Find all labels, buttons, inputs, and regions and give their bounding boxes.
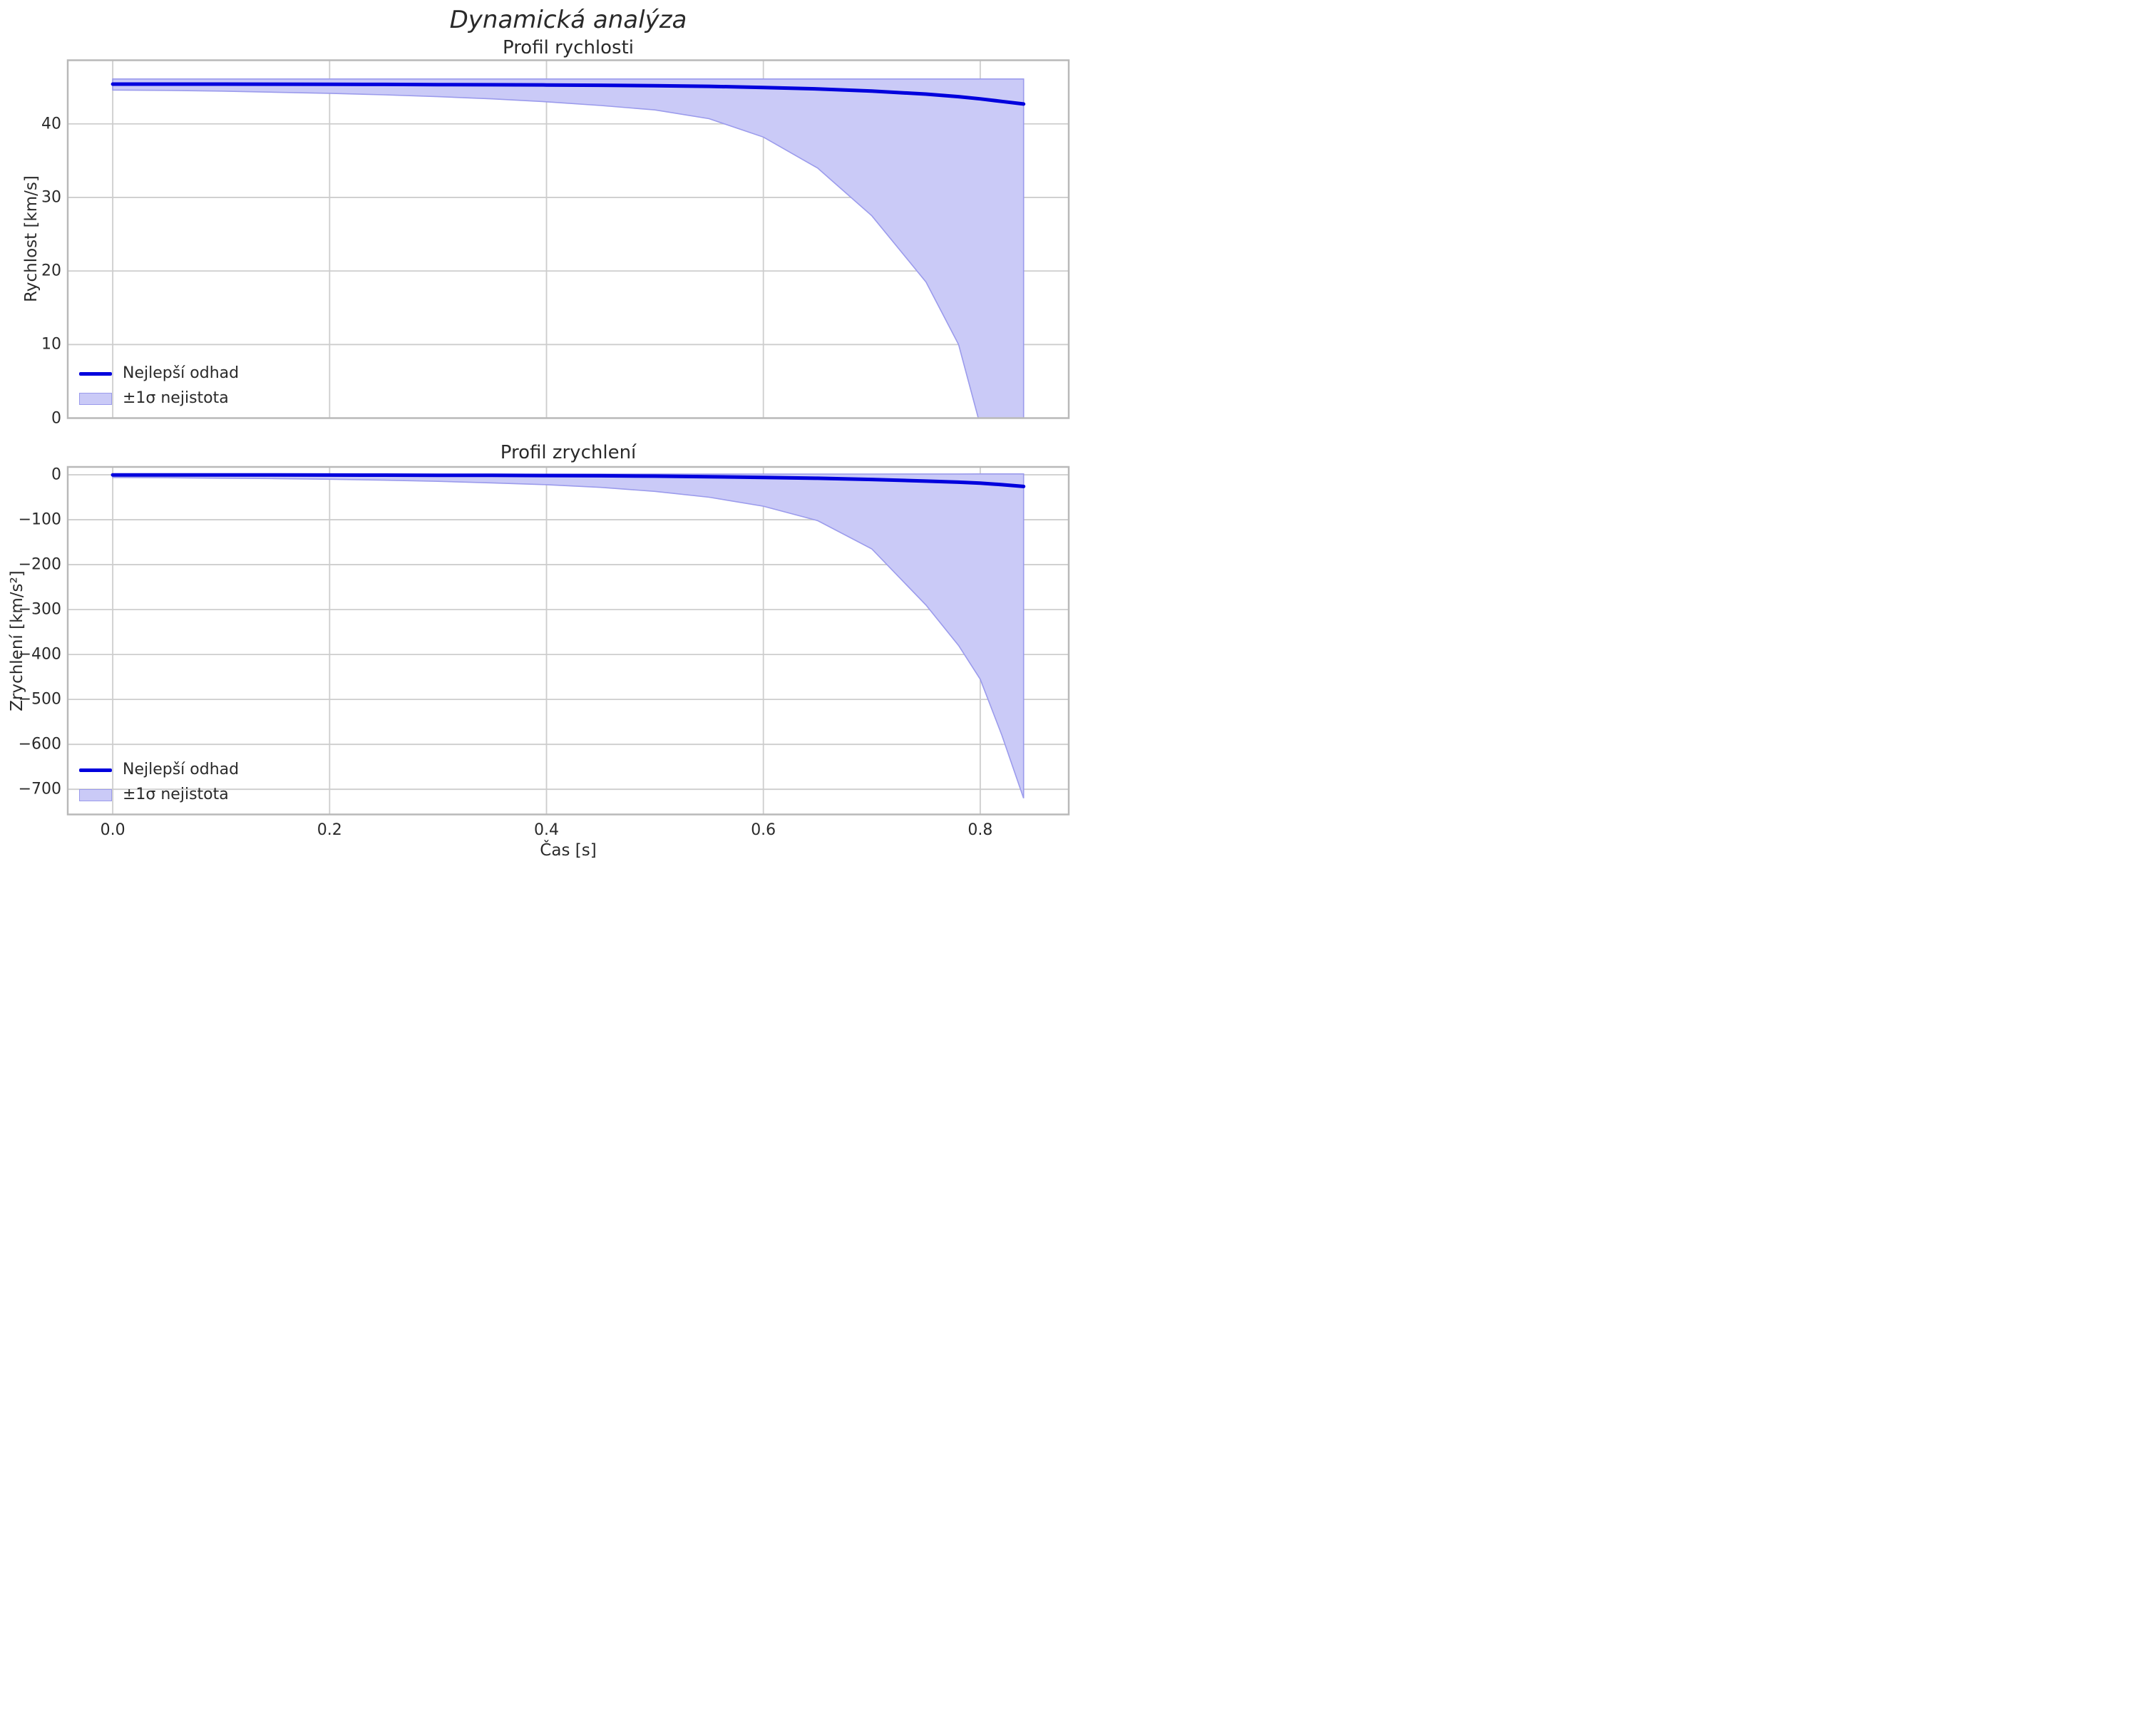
figure-canvas: Dynamická analýza Profil rychlosti Profi…	[0, 0, 1078, 864]
best-estimate-line	[111, 82, 1026, 106]
x-tick-label: 0.0	[100, 821, 125, 839]
legend-item-best-estimate: Nejlepší odhad	[79, 364, 239, 383]
line-swatch-icon	[79, 768, 112, 772]
y-tick-label: −700	[18, 780, 61, 798]
y-tick-label: 30	[41, 188, 61, 207]
y-tick-label: 0	[51, 466, 61, 484]
axes-spines	[66, 466, 1070, 816]
x-tick-label: 0.6	[751, 821, 776, 839]
legend-item-uncertainty: ±1σ nejistota	[79, 389, 239, 408]
subplot2-legend: Nejlepší odhad ±1σ nejistota	[79, 761, 239, 804]
best-estimate-line	[111, 473, 1026, 488]
band-swatch-icon	[79, 788, 112, 801]
subplot1-legend: Nejlepší odhad ±1σ nejistota	[79, 364, 239, 408]
y-tick-label: 40	[41, 115, 61, 133]
uncertainty-band	[112, 78, 1025, 418]
x-tick-label: 0.8	[967, 821, 993, 839]
y-tick-label: −200	[18, 555, 61, 574]
legend-label-uncertainty: ±1σ nejistota	[123, 786, 229, 803]
x-axis-label: Čas [s]	[540, 841, 597, 860]
legend-label-best-estimate: Nejlepší odhad	[123, 364, 240, 382]
subplot1-title: Profil rychlosti	[502, 37, 635, 58]
y-tick-label: −400	[18, 645, 61, 664]
legend-item-uncertainty: ±1σ nejistota	[79, 786, 239, 804]
line-swatch-icon	[79, 371, 112, 376]
legend-item-best-estimate: Nejlepší odhad	[79, 761, 239, 779]
chart-plot-area	[66, 59, 1070, 816]
subplot2-title: Profil zrychlení	[500, 442, 637, 463]
band-swatch-icon	[79, 392, 112, 405]
x-tick-label: 0.4	[534, 821, 559, 839]
y-tick-label: −100	[18, 510, 61, 529]
y-tick-label: −600	[18, 735, 61, 754]
axes-spines	[66, 59, 1070, 419]
y-tick-label: −300	[18, 600, 61, 619]
legend-label-uncertainty: ±1σ nejistota	[123, 389, 229, 407]
y-tick-label: −500	[18, 690, 61, 709]
legend-label-best-estimate: Nejlepší odhad	[123, 761, 240, 778]
y-tick-label: 20	[41, 262, 61, 280]
uncertainty-band	[112, 473, 1025, 799]
y-tick-label: 0	[51, 409, 61, 427]
y-tick-label: 10	[41, 335, 61, 354]
x-tick-label: 0.2	[317, 821, 342, 839]
figure-title: Dynamická analýza	[449, 6, 687, 34]
